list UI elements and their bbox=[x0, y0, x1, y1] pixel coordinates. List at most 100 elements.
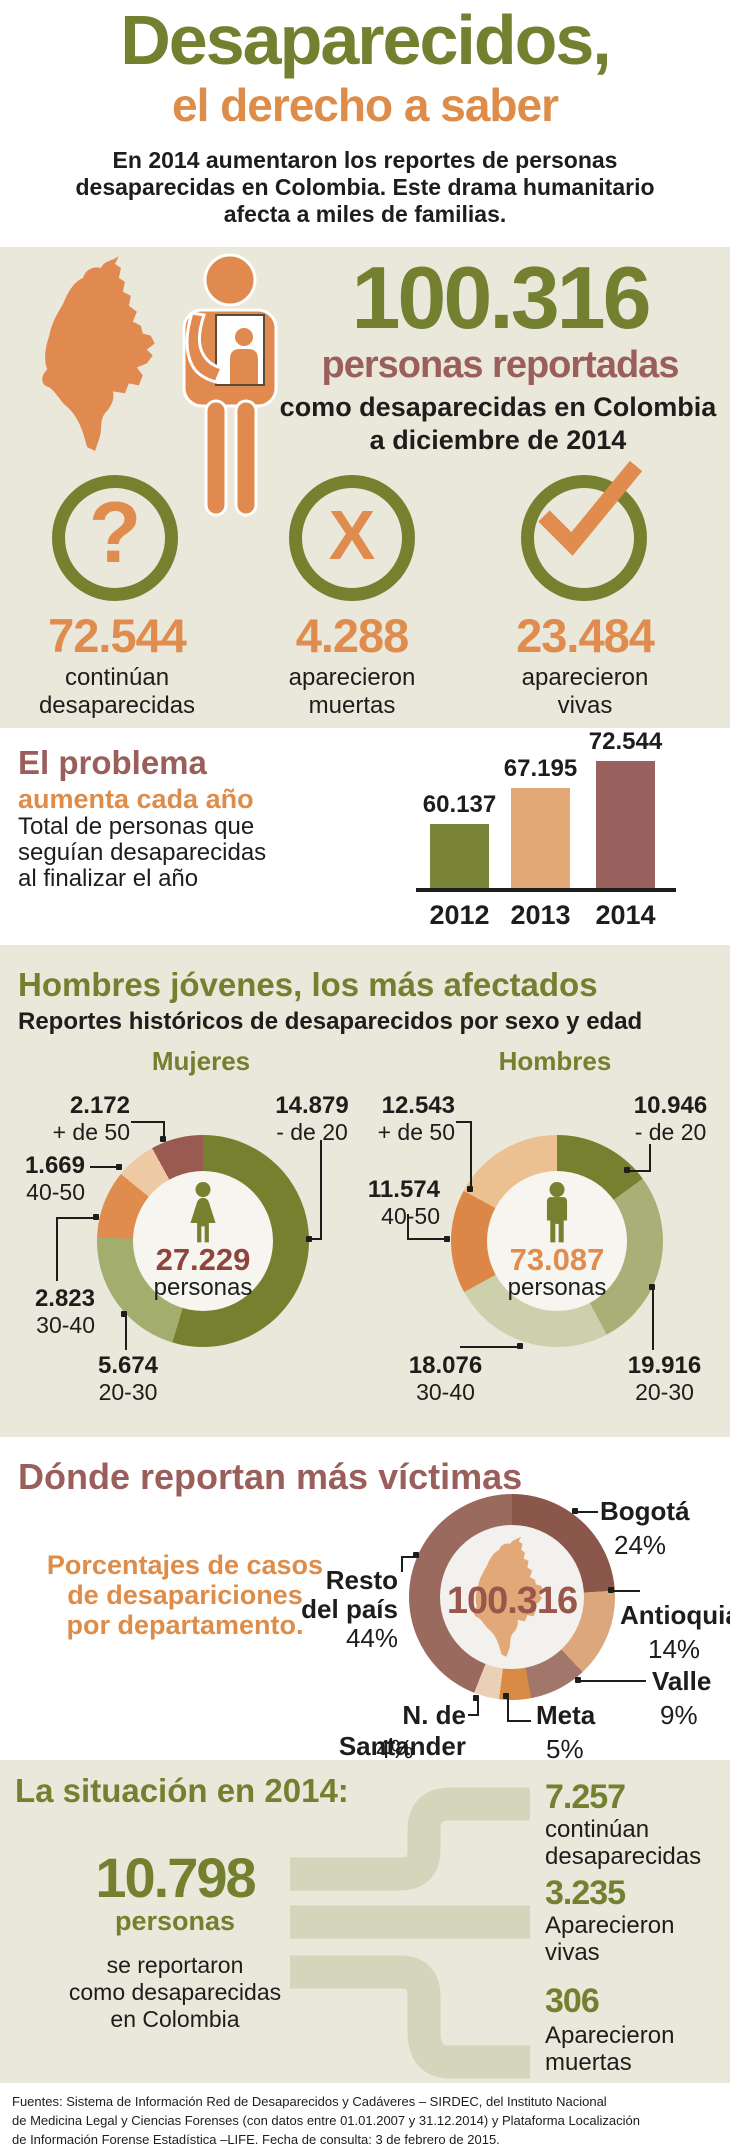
male-icon bbox=[546, 1182, 568, 1243]
stat-alive-value: 23.484 bbox=[516, 609, 655, 662]
mujeres-heading: Mujeres bbox=[151, 1046, 251, 1076]
leader-line bbox=[320, 1140, 322, 1240]
region-meta-name: Meta bbox=[536, 1700, 596, 1730]
hombres-heading: Hombres bbox=[498, 1046, 612, 1076]
outcome-alive-l2: vivas bbox=[545, 1939, 600, 1966]
bar-value-label: 72.544 bbox=[588, 728, 663, 755]
sources-line-2: de Medicina Legal y Ciencias Forenses (c… bbox=[12, 2113, 640, 2128]
female-icon bbox=[190, 1182, 216, 1243]
leader-line bbox=[468, 1714, 479, 1716]
bar-value-label: 60.137 bbox=[422, 791, 497, 818]
m-label-50plus: 2.172 + de 50 bbox=[52, 1092, 130, 1145]
sources-line-1: Fuentes: Sistema de Información Red de D… bbox=[12, 2094, 607, 2109]
leader-dot bbox=[575, 1677, 581, 1683]
leader-line bbox=[401, 1556, 403, 1572]
m-label-under20: 14.879 - de 20 bbox=[275, 1092, 349, 1145]
leader-line bbox=[460, 1346, 520, 1348]
leader-line bbox=[477, 1700, 479, 1716]
colombia-map-small-icon bbox=[473, 1536, 544, 1657]
region-antioquia-name: Antioquia bbox=[620, 1600, 730, 1630]
donut-regions-hole bbox=[440, 1525, 584, 1669]
leader-dot bbox=[121, 1311, 127, 1317]
regions-title: Dónde reportan más víctimas bbox=[18, 1456, 523, 1497]
question-icon: ? bbox=[88, 485, 142, 581]
total-reported-sub3: a diciembre de 2014 bbox=[369, 425, 627, 455]
leader-dot bbox=[503, 1693, 509, 1699]
leader-dot bbox=[473, 1695, 479, 1701]
leader-dot bbox=[624, 1167, 630, 1173]
region-valle-pct: 9% bbox=[660, 1700, 698, 1730]
intro-line-1: En 2014 aumentaron los reportes de perso… bbox=[112, 147, 618, 173]
hombres-total: 73.087 bbox=[509, 1242, 605, 1277]
leader-dot bbox=[649, 1284, 655, 1290]
leader-line bbox=[652, 1288, 654, 1350]
regions-desc: Porcentajes de casos de desapariciones p… bbox=[46, 1550, 324, 1640]
h-label-50plus: 12.543 + de 50 bbox=[377, 1092, 455, 1145]
region-meta-pct: 5% bbox=[546, 1734, 584, 1764]
leader-line bbox=[312, 1238, 322, 1240]
leader-line bbox=[628, 1170, 650, 1172]
mujeres-total-label: personas bbox=[153, 1274, 253, 1301]
sources-line-3: de Información Forense Estadística –LIFE… bbox=[12, 2132, 500, 2147]
outcome-missing-l2: desaparecidas bbox=[545, 1843, 702, 1870]
region-santander-pct: 4% bbox=[376, 1734, 414, 1764]
bar-2013 bbox=[511, 788, 570, 888]
outcome-missing-value: 7.257 bbox=[545, 1778, 626, 1816]
flow-ribbons bbox=[290, 1787, 530, 2079]
region-bogota-name: Bogotá bbox=[600, 1496, 690, 1526]
leader-dot bbox=[444, 1236, 450, 1242]
h-label-40-50: 11.574 40-50 bbox=[367, 1176, 440, 1229]
situation-title: La situación en 2014: bbox=[15, 1772, 349, 1809]
bar-2012 bbox=[430, 824, 489, 888]
leader-dot bbox=[517, 1343, 523, 1349]
leader-dot bbox=[608, 1587, 614, 1593]
bar-value-label: 67.195 bbox=[503, 755, 578, 783]
check-icon bbox=[538, 460, 643, 556]
outcome-dead-l2: muertas bbox=[545, 2049, 632, 2076]
leader-line bbox=[580, 1680, 646, 1682]
leader-line bbox=[507, 1698, 509, 1722]
situation-number: 10.798 bbox=[95, 1846, 256, 1909]
leader-line bbox=[125, 1316, 127, 1350]
h-label-20-30: 19.916 20-30 bbox=[627, 1352, 702, 1405]
situation-desc: se reportaron como desaparecidas en Colo… bbox=[68, 1952, 282, 2032]
sexage-title: Hombres jóvenes, los más afectados bbox=[18, 966, 598, 1003]
h-label-under20: 10.946 - de 20 bbox=[633, 1092, 708, 1145]
mujeres-total: 27.229 bbox=[155, 1242, 251, 1277]
region-antioquia-pct: 14% bbox=[648, 1634, 701, 1664]
bar-chart: 60.137 2012 67.195 2013 72.544 2014 bbox=[408, 726, 688, 956]
leader-dot bbox=[467, 1186, 473, 1192]
leader-line bbox=[576, 1511, 598, 1513]
m-label-40-50: 1.669 40-50 bbox=[24, 1152, 85, 1205]
total-reported-sub2: como desaparecidas en Colombia bbox=[279, 392, 717, 422]
intro-line-2: desaparecidas en Colombia. Este drama hu… bbox=[75, 174, 655, 200]
region-valle-name: Valle bbox=[652, 1666, 712, 1696]
m-label-20-30: 5.674 20-30 bbox=[97, 1352, 159, 1405]
leader-line bbox=[407, 1238, 447, 1240]
problem-desc: Total de personas que seguían desapareci… bbox=[18, 813, 267, 892]
stat-dead-value: 4.288 bbox=[295, 609, 410, 662]
region-resto-label: Resto del país 44% bbox=[301, 1565, 398, 1653]
m-label-30-40: 2.823 30-40 bbox=[34, 1285, 95, 1338]
leader-line bbox=[56, 1217, 94, 1219]
donut-mujeres-hole: 27.229 personas bbox=[133, 1171, 273, 1311]
sexage-subtitle: Reportes históricos de desaparecidos por… bbox=[18, 1008, 643, 1035]
bar-year-label: 2013 bbox=[510, 900, 571, 930]
leader-line bbox=[407, 1214, 409, 1240]
leader-line bbox=[507, 1720, 531, 1722]
colombia-map-icon bbox=[42, 255, 155, 452]
outcome-missing-l1: continúan bbox=[545, 1816, 650, 1843]
x-axis bbox=[416, 888, 676, 892]
region-santander-name: N. de Santander bbox=[338, 1700, 466, 1761]
leader-line bbox=[456, 1121, 472, 1123]
leader-dot bbox=[572, 1508, 578, 1514]
page-title: Desaparecidos, bbox=[120, 1, 611, 79]
hombres-total-label: personas bbox=[507, 1274, 607, 1301]
leader-line bbox=[401, 1556, 417, 1558]
intro-line-3: afecta a miles de familias. bbox=[223, 201, 507, 227]
region-bogota-pct: 24% bbox=[614, 1530, 667, 1560]
problem-subtitle: aumenta cada año bbox=[18, 784, 254, 814]
total-reported-number: 100.316 bbox=[351, 248, 651, 347]
person-holding-photo-icon bbox=[182, 253, 278, 517]
